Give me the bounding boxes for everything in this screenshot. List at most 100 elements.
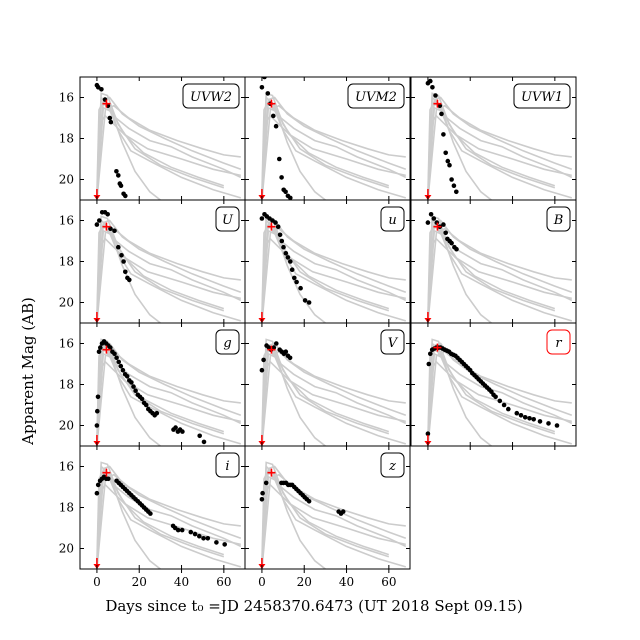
data-point	[554, 423, 560, 428]
data-point	[119, 253, 124, 258]
peak-marker	[102, 222, 111, 231]
data-point	[124, 374, 130, 379]
band-label-box	[513, 83, 571, 109]
data-point	[179, 527, 185, 533]
data-point	[493, 394, 498, 400]
data-point	[116, 173, 121, 178]
panel-uvm2-upper: UVM2	[244, 76, 411, 201]
band-label-box	[380, 329, 405, 355]
template-curve	[427, 104, 572, 200]
template-curve	[96, 225, 242, 323]
data-point	[426, 361, 432, 367]
data-point	[188, 529, 194, 535]
x-tick-label: 60	[216, 575, 231, 589]
band-label: u	[388, 213, 396, 228]
data-point	[454, 246, 459, 252]
template-curve	[427, 348, 573, 446]
x-axis-label: Days since t₀ =JD 2458370.6473 (UT 2018 …	[105, 597, 522, 615]
band-label: g	[223, 336, 231, 351]
x-tick-label: 40	[339, 575, 354, 589]
template-curve	[261, 360, 390, 446]
panel-uvw1-upper: UVW1	[410, 76, 577, 201]
data-point	[99, 87, 104, 92]
band-label-box	[546, 206, 571, 232]
panel-uvw2-upper: 16 18 20 UVW2	[59, 76, 246, 201]
data-point	[261, 357, 266, 363]
data-point	[262, 77, 267, 80]
panel-g: 16 18 20 g	[59, 322, 246, 447]
template-curve	[427, 360, 556, 446]
panel-b-upper: B	[410, 199, 577, 324]
data-point	[425, 220, 431, 225]
template-curve	[96, 219, 242, 323]
data-point	[306, 499, 312, 504]
data-point	[95, 482, 101, 488]
template-curve	[96, 360, 225, 446]
data-point	[263, 480, 269, 486]
peak-marker	[267, 99, 276, 108]
template-curve	[261, 227, 406, 323]
data-point	[123, 193, 128, 199]
template-curve	[427, 114, 556, 200]
template-curve	[96, 104, 241, 200]
data-point	[197, 533, 202, 539]
data-point	[277, 232, 283, 238]
data-point	[133, 388, 138, 394]
data-point	[98, 345, 103, 350]
data-point	[112, 228, 117, 234]
data-point	[425, 431, 431, 437]
template-curve	[427, 96, 573, 200]
data-point	[143, 402, 149, 408]
data-point	[96, 349, 102, 355]
data-point	[108, 226, 113, 231]
band-label-box	[182, 83, 240, 109]
data-point	[112, 351, 117, 357]
band-label: V	[388, 336, 399, 351]
plot-area	[258, 212, 407, 323]
data-point	[120, 367, 126, 373]
template-curve	[96, 483, 225, 569]
data-point	[118, 363, 124, 369]
x-tick-label: 20	[297, 575, 312, 589]
data-point	[518, 413, 524, 418]
template-curve	[261, 96, 407, 200]
template-curve	[261, 237, 390, 323]
plot-area	[258, 461, 407, 569]
data-point	[129, 380, 134, 385]
peak-marker	[433, 99, 442, 108]
template-curve	[96, 102, 242, 200]
band-label-box	[347, 83, 405, 109]
data-point	[260, 490, 265, 496]
band-label-box	[215, 452, 240, 478]
band-label: UVM2	[355, 90, 397, 105]
data-point	[283, 251, 289, 256]
template-curve	[261, 352, 406, 446]
panel-i: 16 18 20 0 20 40 60 i	[59, 445, 246, 589]
data-point	[116, 244, 121, 250]
data-point	[114, 355, 119, 361]
template-curve	[261, 483, 390, 569]
template-curve	[96, 348, 242, 446]
template-curve	[261, 106, 406, 200]
data-point	[173, 425, 178, 430]
data-point	[197, 433, 202, 439]
template-curve	[261, 229, 406, 323]
data-point	[265, 91, 271, 96]
data-point	[271, 113, 276, 119]
data-point	[522, 415, 528, 420]
data-point	[127, 277, 132, 283]
band-label-box	[380, 452, 405, 478]
data-point	[449, 177, 454, 182]
data-point	[283, 349, 289, 355]
panel-u: u	[244, 199, 411, 324]
data-point	[180, 429, 185, 434]
x-tick-label: 0	[93, 575, 101, 589]
x-tick-label: 40	[174, 575, 189, 589]
template-curve	[96, 92, 225, 200]
template-curve	[427, 95, 492, 200]
template-curve	[261, 473, 406, 569]
data-point	[118, 183, 124, 188]
data-point	[214, 540, 219, 545]
